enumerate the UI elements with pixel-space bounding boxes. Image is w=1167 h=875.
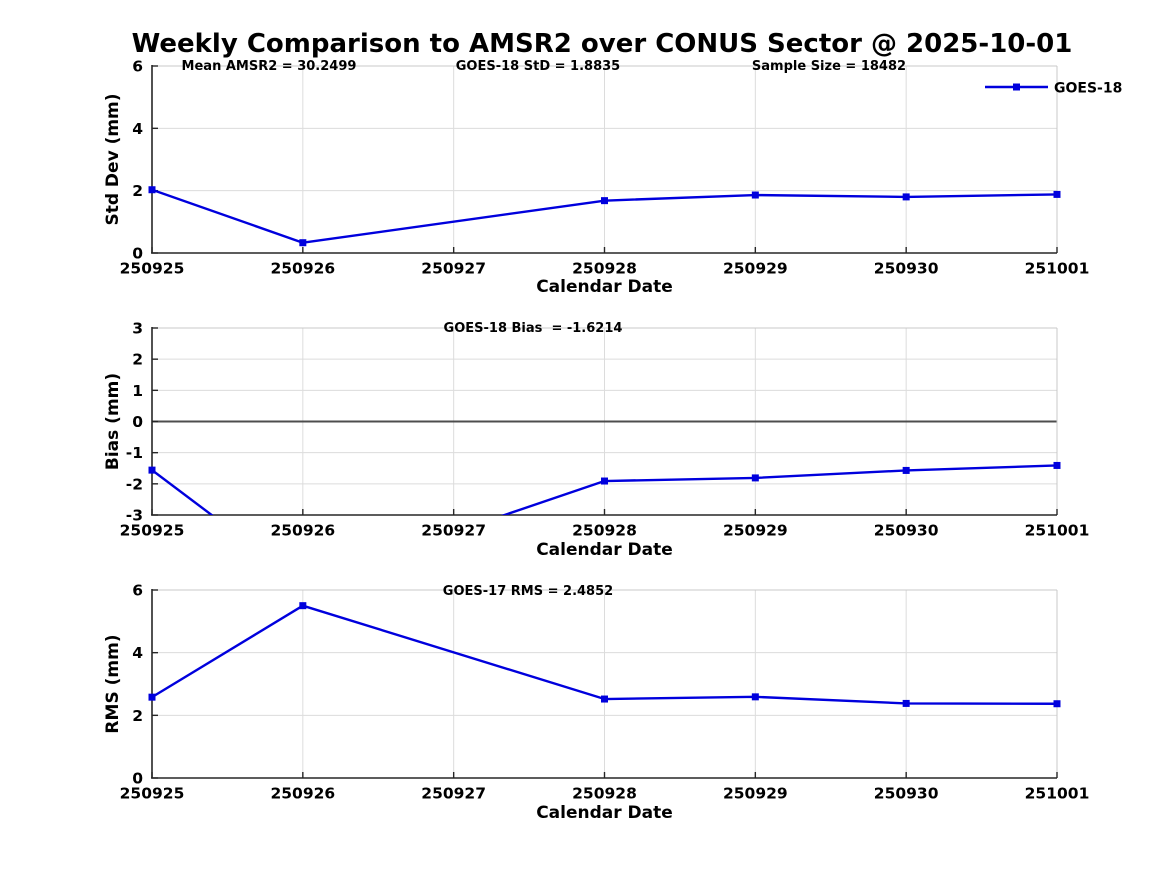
x-tick-label: 250930 xyxy=(874,521,939,539)
data-point-marker xyxy=(601,477,608,485)
y-tick-label: 6 xyxy=(132,57,143,75)
legend-label: GOES-18 xyxy=(1054,81,1122,97)
annotation-text: Mean AMSR2 = 30.2499 xyxy=(182,59,357,74)
x-tick-label: 251001 xyxy=(1025,259,1090,277)
data-point-marker xyxy=(751,474,759,482)
y-tick-label: 0 xyxy=(132,413,143,431)
y-axis-label: Bias (mm) xyxy=(103,373,123,470)
data-point-marker xyxy=(601,695,608,703)
data-point-marker xyxy=(902,193,910,201)
x-tick-label: 250926 xyxy=(270,784,335,802)
y-tick-label: 3 xyxy=(132,319,143,337)
data-point-marker xyxy=(299,602,307,610)
x-tick-label: 250926 xyxy=(270,521,335,539)
x-tick-label: 250927 xyxy=(421,259,486,277)
x-tick-label: 250925 xyxy=(120,784,185,802)
data-point-marker xyxy=(1053,700,1061,708)
y-tick-label: -1 xyxy=(126,444,143,462)
x-tick-label: 250929 xyxy=(723,259,788,277)
data-point-marker xyxy=(601,197,608,205)
chart-std-dev: 250925 250926 250927 250928 250929 250930 2510… xyxy=(103,57,1089,297)
y-tick-label: 0 xyxy=(132,769,143,787)
figure-title: Weekly Comparison to AMSR2 over CONUS Se… xyxy=(132,29,1073,59)
data-point-marker xyxy=(751,693,759,701)
annotation-text: GOES-18 StD = 1.8835 xyxy=(456,59,620,74)
legend: GOES-18 xyxy=(985,81,1122,97)
x-tick-label: 250929 xyxy=(723,521,788,539)
y-tick-label: 1 xyxy=(132,382,143,400)
annotation-text: Sample Size = 18482 xyxy=(752,59,906,74)
x-tick-label: 250926 xyxy=(270,259,335,277)
data-point-marker xyxy=(1053,461,1061,469)
data-point-marker xyxy=(751,191,759,199)
annotation-text: GOES-17 RMS = 2.4852 xyxy=(443,584,613,599)
y-tick-label: -3 xyxy=(126,506,143,524)
x-tick-label: 250928 xyxy=(572,784,637,802)
series-line-goes-18 xyxy=(152,604,1057,705)
x-axis-label: Calendar Date xyxy=(536,277,673,297)
x-tick-label: 250927 xyxy=(421,784,486,802)
data-point-marker xyxy=(148,693,156,701)
y-tick-label: -2 xyxy=(126,475,143,493)
x-tick-label: 250930 xyxy=(874,784,939,802)
chart-bias: 250925 250926 250927 250928 250929 250930 2510… xyxy=(103,319,1090,560)
x-tick-label: 250928 xyxy=(572,259,637,277)
x-tick-label: 251001 xyxy=(1025,521,1090,539)
x-tick-label: 250925 xyxy=(120,521,185,539)
x-tick-label: 250930 xyxy=(874,259,939,277)
x-axis-label: Calendar Date xyxy=(536,803,673,823)
charts-group: 250925 250926 250927 250928 250929 250930 2510… xyxy=(103,57,1089,823)
y-tick-label: 4 xyxy=(132,120,143,138)
x-tick-label: 251001 xyxy=(1025,784,1090,802)
y-tick-label: 2 xyxy=(132,351,143,369)
data-point-marker xyxy=(299,239,307,247)
x-tick-label: 250929 xyxy=(723,784,788,802)
chart-rms: 250925 250926 250927 250928 250929 250930 2510… xyxy=(103,581,1089,823)
annotation-text: GOES-18 Bias = -1.6214 xyxy=(444,321,623,336)
data-point-marker xyxy=(902,699,910,707)
data-point-marker xyxy=(148,186,156,194)
x-tick-label: 250927 xyxy=(421,521,486,539)
series-line-goes-18 xyxy=(152,188,1057,244)
data-point-marker xyxy=(148,466,156,474)
x-tick-label: 250928 xyxy=(572,521,637,539)
y-tick-label: 4 xyxy=(132,644,143,662)
y-tick-label: 2 xyxy=(132,182,143,200)
data-point-marker xyxy=(902,466,910,474)
data-point-marker xyxy=(1053,190,1061,198)
legend-marker-sample xyxy=(1013,83,1020,91)
y-tick-label: 6 xyxy=(132,581,143,599)
y-axis-label: RMS (mm) xyxy=(103,634,123,733)
series-line-goes-18 xyxy=(152,464,1057,515)
x-tick-label: 250925 xyxy=(120,259,185,277)
y-tick-label: 0 xyxy=(132,244,143,262)
y-tick-label: 2 xyxy=(132,707,143,725)
y-axis-label: Std Dev (mm) xyxy=(103,93,123,225)
x-axis-label: Calendar Date xyxy=(536,540,673,560)
